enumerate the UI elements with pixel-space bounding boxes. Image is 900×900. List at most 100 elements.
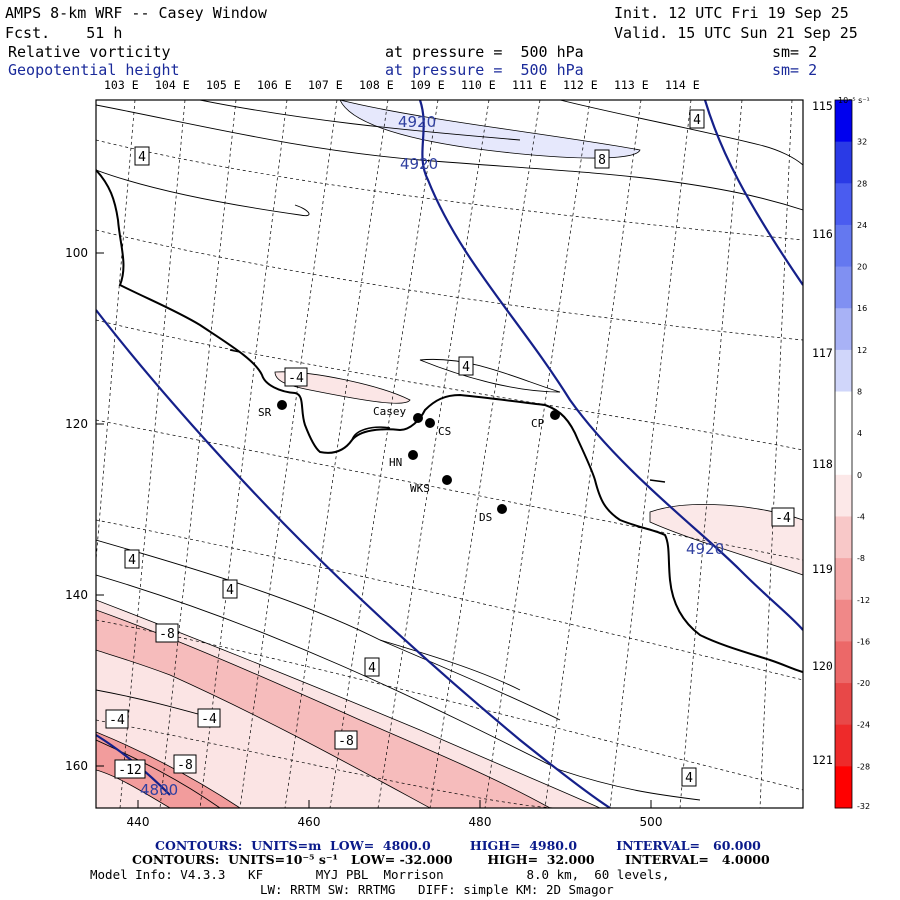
- colorbar-level-label: 8: [857, 388, 862, 397]
- vorticity-label: -8: [177, 758, 193, 773]
- colorbar-level-label: 0: [857, 471, 862, 480]
- vorticity-label: -8: [338, 734, 354, 749]
- valid-time: Valid. 15 UTC Sun 21 Sep 25: [614, 24, 858, 42]
- field2-name: Geopotential height: [8, 61, 180, 79]
- colorbar-level-label: 32: [857, 138, 867, 147]
- vorticity-label-box: [771, 507, 795, 527]
- station-label-casey: Casey: [373, 405, 406, 418]
- station-marker-cp: [550, 410, 560, 420]
- vorticity-label-box: [105, 709, 129, 729]
- colorbar-level-label: -16: [857, 637, 870, 646]
- field1-smoothing: sm= 2: [772, 43, 818, 61]
- colorbar-swatch: [835, 474, 852, 517]
- colorbar-swatch: [835, 433, 852, 476]
- y-tick-label: 100: [65, 246, 88, 260]
- vorticity-label-box: [155, 623, 179, 643]
- lon-label-top: 111 E: [512, 78, 547, 92]
- plot-title: AMPS 8-km WRF -- Casey Window: [5, 4, 267, 22]
- vorticity-label-box: [594, 149, 610, 169]
- colorbar-swatch: [835, 266, 852, 309]
- height-contour-4920-ne: [703, 100, 803, 286]
- lon-label-top: 106 E: [257, 78, 292, 92]
- colorbar-swatch: [835, 183, 852, 226]
- vorticity-label-box: [114, 759, 146, 779]
- station-marker-sr: [277, 400, 287, 410]
- vorticity-label: -4: [109, 713, 125, 728]
- colorbar-unit: 10⁻⁵ s⁻¹: [838, 96, 870, 105]
- forecast-hour: Fcst. 51 h: [5, 24, 123, 42]
- lon-label-top: 114 E: [665, 78, 700, 92]
- vorticity-label: 4: [128, 553, 136, 568]
- colorbar-swatch: [835, 141, 852, 184]
- lon-label-top: 103 E: [104, 78, 139, 92]
- x-tick-label: 440: [127, 815, 150, 829]
- y-tick-label: 120: [65, 417, 88, 431]
- footer-height-contours: CONTOURS: UNITS=m LOW= 4800.0 HIGH= 4980…: [155, 838, 761, 853]
- lon-label-top: 110 E: [461, 78, 496, 92]
- vorticity-label: -4: [201, 712, 217, 727]
- vorticity-label: -4: [775, 511, 791, 526]
- field1-name: Relative vorticity: [8, 43, 171, 61]
- vorticity-label: 4: [462, 360, 470, 375]
- station-label-hn: HN: [389, 456, 402, 469]
- lon-label-top: 105 E: [206, 78, 241, 92]
- vorticity-label: -12: [118, 763, 141, 778]
- vorticity-label-box: [222, 579, 238, 599]
- vorticity-label-box: [284, 367, 308, 387]
- map-frame: [95, 99, 804, 809]
- lon-label-top: 109 E: [410, 78, 445, 92]
- colorbar-swatch: [835, 724, 852, 767]
- lon-label-top: 107 E: [308, 78, 343, 92]
- height-contour-4860: [96, 309, 611, 808]
- vorticity-label: -4: [288, 371, 304, 386]
- footer-physics-info: LW: RRTM SW: RRTMG DIFF: simple KM: 2D S…: [260, 882, 614, 897]
- vorticity-label-box: [334, 730, 358, 750]
- y-tick-label: 140: [65, 588, 88, 602]
- colorbar-level-label: 20: [857, 263, 867, 272]
- colorbar-level-label: 12: [857, 346, 867, 355]
- colorbar-level-label: -28: [857, 762, 870, 771]
- vort-negative-shade-sw-mid: [96, 609, 551, 808]
- vorticity-label-box: [689, 109, 705, 129]
- vorticity-label: 4: [226, 583, 234, 598]
- colorbar-swatch: [835, 516, 852, 559]
- height-label: 4800: [140, 781, 178, 799]
- coastline: [96, 169, 803, 673]
- init-time: Init. 12 UTC Fri 19 Sep 25: [614, 4, 849, 22]
- station-label-cp: CP: [531, 417, 545, 430]
- station-marker-wks: [442, 475, 452, 485]
- colorbar-level-label: 4: [857, 429, 862, 438]
- station-marker-casey: [413, 413, 423, 423]
- field1-level: at pressure = 500 hPa: [385, 43, 584, 61]
- height-contour-4920-north: [418, 100, 803, 631]
- vorticity-label-box: [197, 708, 221, 728]
- colorbar-swatch: [835, 766, 852, 809]
- colorbar-level-label: -12: [857, 596, 870, 605]
- colorbar-swatch: [835, 224, 852, 268]
- station-label-ds: DS: [479, 511, 492, 524]
- colorbar-level-label: -4: [857, 512, 865, 521]
- vorticity-label-box: [134, 146, 150, 166]
- vort-negative-shade-sw-light: [96, 599, 601, 808]
- lon-label-top: 104 E: [155, 78, 190, 92]
- colorbar-swatch: [835, 100, 852, 143]
- vorticity-label-box: [681, 767, 697, 787]
- vort-positive-shade: [339, 100, 641, 159]
- field2-level: at pressure = 500 hPa: [385, 61, 584, 79]
- height-label: 4920: [398, 113, 436, 131]
- lon-label-top: 108 E: [359, 78, 394, 92]
- lon-label-top: 113 E: [614, 78, 649, 92]
- station-label-sr: SR: [258, 406, 272, 419]
- colorbar-swatch: [835, 683, 852, 726]
- vorticity-label-box: [124, 549, 140, 569]
- colorbar-swatch: [835, 641, 852, 684]
- station-label-cs: CS: [438, 425, 451, 438]
- x-tick-label: 500: [640, 815, 663, 829]
- vorticity-label-box: [458, 356, 474, 376]
- station-label-wks: WKS: [410, 482, 430, 495]
- colorbar-swatch: [835, 558, 852, 601]
- vorticity-label: 4: [693, 113, 701, 128]
- vorticity-label-box: [173, 754, 197, 774]
- colorbar-level-label: -32: [857, 802, 870, 811]
- lon-label-top: 112 E: [563, 78, 598, 92]
